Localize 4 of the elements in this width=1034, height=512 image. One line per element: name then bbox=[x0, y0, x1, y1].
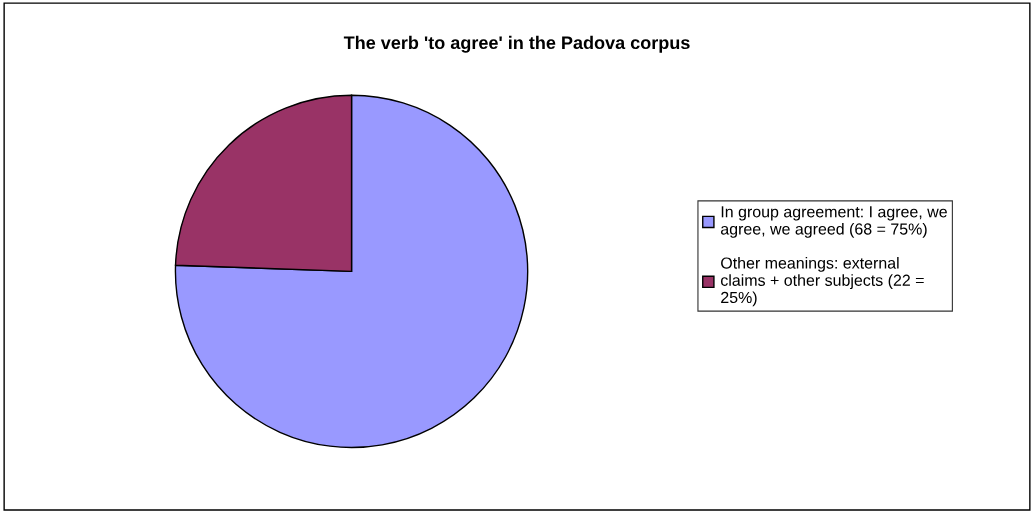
legend-label: In group agreement: I agree, we agree, we agreed (68 = 75%) bbox=[720, 206, 947, 238]
legend-label: Other meanings: external claims + other subjects (22 = 25%) bbox=[720, 256, 924, 307]
chart-title: The verb 'to agree' in the Padova corpus bbox=[343, 35, 690, 53]
pie-slice bbox=[174, 94, 529, 449]
